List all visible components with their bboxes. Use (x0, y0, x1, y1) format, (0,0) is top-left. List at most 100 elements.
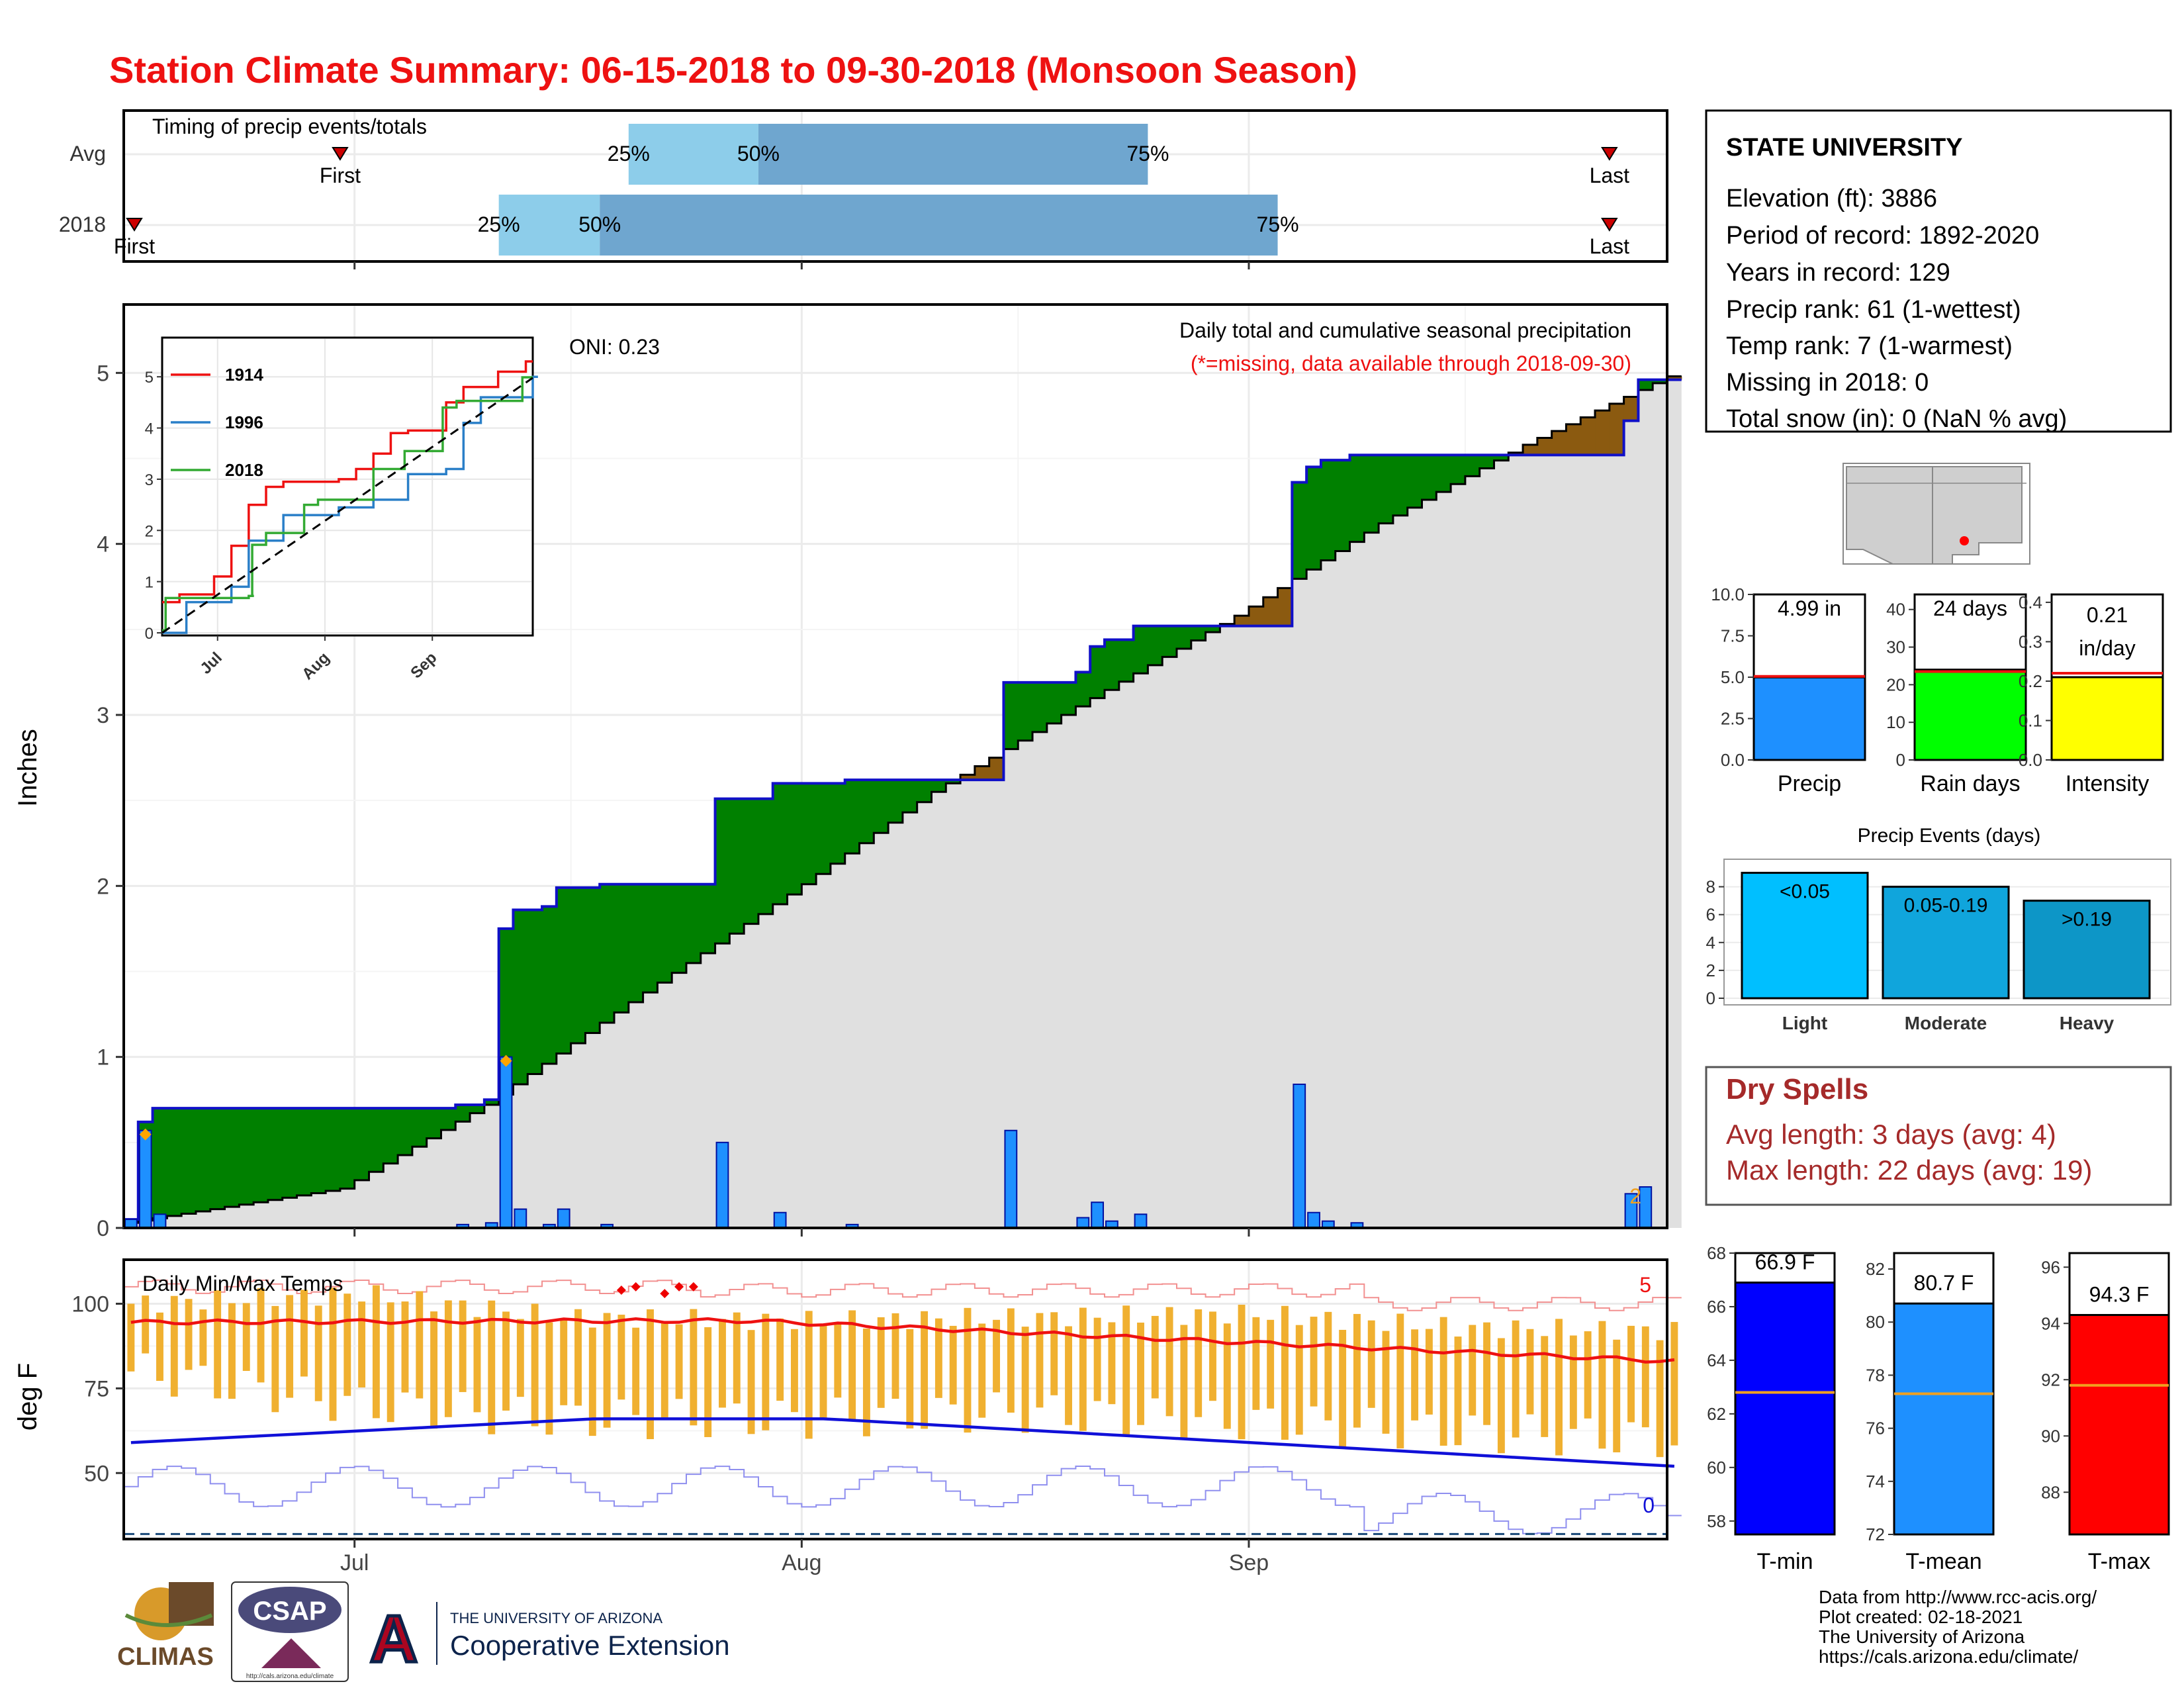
daily-temp-bar (617, 1315, 625, 1400)
credit-line-1: Data from http://www.rcc-acis.org/ (1819, 1587, 2097, 1607)
summary-bar-tick-label: 10 (1886, 712, 1905, 732)
precip-event-range-label: <0.05 (1780, 881, 1830, 903)
daily-temp-bar (1324, 1311, 1332, 1421)
inset-y-tick-label: 4 (145, 420, 154, 438)
daily-precip-bar (715, 1141, 729, 1229)
events-y-tick-label: 2 (1706, 961, 1715, 980)
below-avg-fill (1609, 403, 1625, 455)
dry-spells-title: Dry Spells (1726, 1073, 1868, 1105)
summary-bar-value-unit: in/day (2079, 636, 2135, 660)
below-avg-fill (1595, 410, 1610, 455)
daily-temp-bar (387, 1302, 394, 1423)
daily-precip-bar (514, 1208, 527, 1229)
below-avg-fill (960, 774, 976, 780)
above-avg-fill (340, 1108, 355, 1189)
csap-logo-mountain-icon (261, 1638, 321, 1668)
daily-temp-bar (372, 1285, 380, 1419)
temp-count-bottom: 0 (1643, 1493, 1655, 1517)
summary-bar-rain-days: 24 days 0 10 20 30 40 Rain days (1886, 593, 2027, 796)
daily-temp-bar (1627, 1325, 1635, 1423)
inset-y-tick-label: 2 (145, 522, 154, 540)
above-avg-fill (167, 1108, 182, 1216)
daily-temp-bar (1497, 1338, 1505, 1454)
record-high-marker-icon (674, 1282, 684, 1291)
above-avg-fill (398, 1108, 413, 1155)
daily-precip-bar (138, 1129, 152, 1229)
above-avg-fill (1003, 682, 1019, 749)
daily-temp-bar (1065, 1326, 1072, 1425)
daily-temp-bar (329, 1288, 337, 1421)
station-line-elevation: Elevation (ft): 3886 (1726, 185, 1937, 212)
inset-line-2018 (162, 376, 533, 632)
daily-temp-bar (1195, 1309, 1203, 1417)
above-avg-fill (412, 1108, 428, 1147)
dry-spells-frame (1705, 1066, 2172, 1206)
daily-temp-bar (430, 1311, 438, 1429)
credits: Data from http://www.rcc-acis.org/ Plot … (1819, 1587, 2097, 1667)
daily-temp-bar (1036, 1313, 1044, 1408)
daily-temp-bar (1007, 1308, 1015, 1413)
above-avg-fill (931, 780, 946, 792)
temp-x-axis: Jul Aug Sep (340, 1539, 1269, 1575)
daily-temp-bar (545, 1322, 553, 1435)
above-avg-fill (239, 1108, 254, 1205)
above-avg-fill (700, 884, 716, 954)
daily-temp-bar (1598, 1321, 1606, 1449)
below-avg-fill (1667, 376, 1682, 380)
daily-temp-bar (1641, 1326, 1649, 1428)
temp-count-top: 5 (1639, 1273, 1651, 1297)
above-avg-fill (1090, 646, 1105, 698)
above-avg-fill (1494, 455, 1509, 461)
events-y-tick-label: 6 (1706, 905, 1715, 925)
temp-summary-t-min: 66.9 F 58 60 62 64 66 68 T-min (1707, 1243, 1836, 1574)
timing-first-label: First (114, 234, 155, 258)
precip-corner-count: 2 (1629, 1184, 1641, 1208)
daily-temp-bar (690, 1309, 698, 1426)
above-avg-fill (1205, 626, 1220, 633)
timing-first-marker-icon (126, 218, 143, 232)
above-avg-fill (1392, 455, 1408, 516)
daily-precip-bar (1004, 1129, 1018, 1229)
timing-bars: 25% 50% 75% First Last 25% 50% 75% First Last (114, 124, 1629, 258)
precip-event-label: Heavy (2060, 1013, 2115, 1033)
above-avg-fill (1118, 639, 1134, 682)
temp-series (124, 1279, 1682, 1535)
above-avg-fill (772, 783, 788, 905)
tmax-avg-line (130, 1317, 1675, 1364)
above-avg-fill (744, 798, 759, 924)
daily-temp-bar (1454, 1336, 1462, 1446)
temp-x-tick-label: Jul (340, 1550, 369, 1575)
below-avg-fill (1248, 606, 1264, 626)
daily-temp-bar (473, 1317, 481, 1413)
daily-temp-bar (1526, 1329, 1534, 1415)
daily-temp-bar (1021, 1327, 1029, 1433)
precip-caption: Daily total and cumulative seasonal prec… (1179, 318, 1631, 342)
above-avg-fill (195, 1108, 211, 1212)
above-avg-fill (1075, 672, 1091, 707)
timing-first-marker-icon (332, 147, 349, 161)
precip-event-bar-moderate (1882, 886, 2010, 1000)
daily-temp-bar (891, 1313, 899, 1399)
summary-bar-tick-label: 5.0 (1721, 667, 1745, 687)
temp-summary-value-label: 80.7 F (1914, 1271, 1974, 1295)
inset-legend: 1914 1996 2018 (171, 365, 263, 480)
daily-temp-bar (185, 1299, 193, 1370)
above-avg-fill (686, 884, 702, 963)
precip-y-tick-label: 2 (97, 874, 109, 899)
daily-precip-bar (1307, 1211, 1320, 1229)
above-avg-fill (1105, 639, 1120, 690)
daily-precip-bar (153, 1213, 167, 1229)
avg-cumulative-line (124, 375, 1682, 1224)
daily-temp-bar (1353, 1313, 1361, 1428)
temp-summary-tick-label: 90 (2041, 1426, 2060, 1446)
daily-temp-bar (632, 1327, 640, 1415)
daily-temp-bar (1670, 1322, 1678, 1446)
above-avg-fill (830, 783, 846, 864)
inset-gridlines (163, 339, 531, 634)
record-high-marker-icon (688, 1282, 698, 1291)
daily-temp-bar (1411, 1329, 1419, 1421)
timing-q25-label: 25% (608, 142, 650, 165)
precip-y-axis: 0 1 2 3 4 5 (97, 361, 1250, 1241)
chart-title: Station Climate Summary: 06-15-2018 to 0… (109, 49, 1357, 91)
